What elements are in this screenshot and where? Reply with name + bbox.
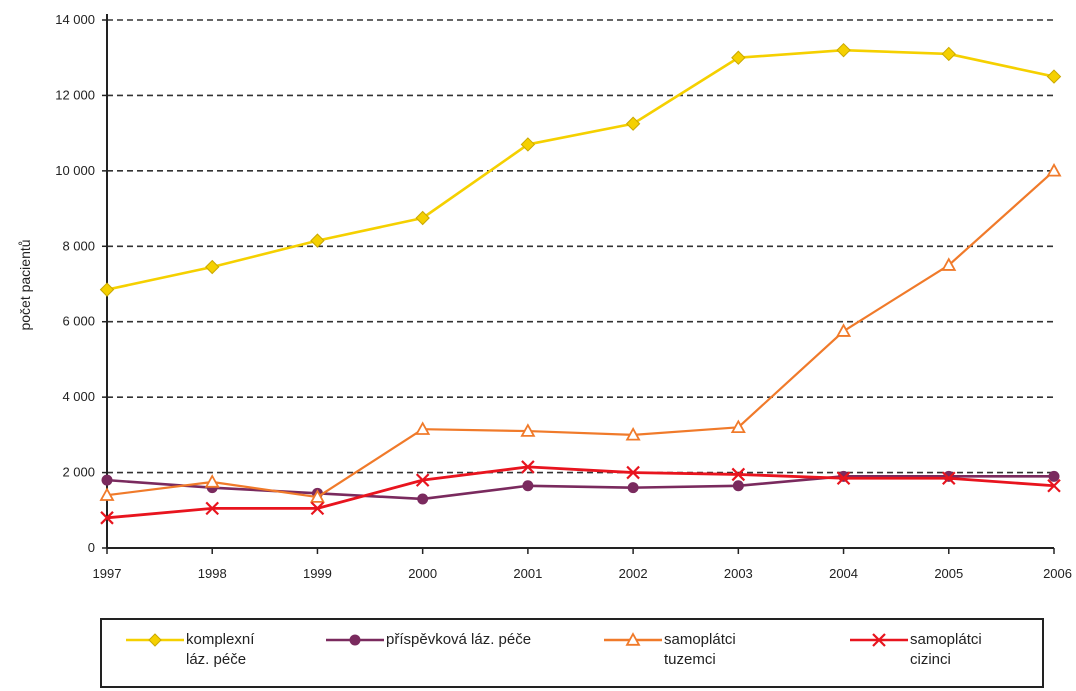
legend-label-prispevkova: příspěvková láz. péče	[386, 631, 532, 648]
data-point	[148, 633, 162, 647]
data-point	[836, 42, 851, 58]
legend-item-samoplatci-cizinci: samoplátci cizinci	[848, 630, 982, 670]
y-tick-labels: 0 2 000 4 000 6 000 8 000 10 000 12 000 14 000	[55, 12, 95, 555]
data-point	[349, 634, 361, 646]
data-point	[1047, 478, 1061, 493]
y-tick-label: 6 000	[62, 314, 95, 329]
data-point	[731, 467, 746, 482]
y-tick-label: 2 000	[62, 465, 95, 480]
series-group	[99, 42, 1062, 525]
data-point	[872, 633, 886, 647]
series-line	[106, 465, 1055, 520]
data-point	[100, 511, 114, 525]
data-point	[205, 259, 220, 275]
data-point	[309, 489, 325, 503]
data-point	[941, 471, 956, 486]
y-tick-label: 14 000	[55, 12, 95, 27]
series-0	[99, 42, 1062, 297]
data-point	[941, 257, 957, 271]
data-point	[520, 423, 536, 437]
x-tick-label: 2000	[408, 566, 437, 581]
data-point	[99, 487, 115, 501]
x-tick-label: 2001	[513, 566, 542, 581]
data-point	[101, 474, 113, 486]
data-point	[627, 482, 639, 494]
data-point	[625, 427, 641, 441]
data-point	[522, 480, 534, 492]
data-point	[732, 480, 744, 492]
data-point	[731, 50, 746, 65]
x-tick-label: 2002	[619, 566, 648, 581]
legend-swatch-komplexni	[126, 633, 184, 647]
data-point	[417, 493, 429, 505]
y-tick-label: 0	[88, 540, 95, 555]
data-point	[625, 116, 641, 131]
series-3	[100, 460, 1061, 525]
data-point	[205, 501, 220, 516]
legend: komplexní láz. péče příspěvková láz. péč…	[100, 618, 1044, 688]
x-tick-label: 2006	[1043, 566, 1072, 581]
data-point	[626, 465, 640, 480]
legend-item-samoplatci-tuzemci: samoplátci tuzemci	[602, 630, 736, 670]
legend-label-komplexni: komplexní láz. péče	[186, 631, 255, 668]
legend-swatch-prispevkova	[326, 634, 384, 646]
data-point	[99, 282, 115, 297]
data-point	[836, 471, 851, 486]
data-point	[415, 473, 430, 487]
series-line	[106, 48, 1055, 291]
x-tick-label: 1998	[198, 566, 227, 581]
legend-label-samoplatci-cizinci: samoplátci cizinci	[910, 631, 982, 668]
data-point	[415, 210, 430, 226]
y-tick-label: 4 000	[62, 389, 95, 404]
data-point	[1046, 163, 1062, 177]
data-point	[730, 419, 746, 434]
legend-swatch-samoplatci-tuzemci	[604, 632, 662, 646]
x-tick-labels: 1997 1998 1999 2000 2001 2002 2003 2004 2005 2006	[93, 566, 1072, 581]
axes	[102, 14, 1055, 554]
data-point	[310, 501, 325, 516]
data-point	[415, 421, 431, 435]
data-point	[1048, 470, 1060, 482]
y-axis-label: počet pacientů	[17, 239, 33, 330]
data-point	[204, 474, 220, 488]
x-tick-label: 2004	[829, 566, 858, 581]
y-tick-label: 10 000	[55, 163, 95, 178]
data-point	[838, 470, 850, 482]
x-tick-label: 2003	[724, 566, 753, 581]
data-point	[1046, 69, 1062, 84]
x-tick-label: 1999	[303, 566, 332, 581]
data-point	[625, 632, 641, 646]
gridlines	[107, 19, 1054, 474]
data-point	[836, 323, 852, 337]
y-tick-label: 12 000	[55, 87, 95, 102]
x-tick-label: 1997	[93, 566, 122, 581]
legend-item-prispevkova: příspěvková láz. péče	[324, 630, 531, 652]
data-point	[521, 460, 535, 474]
data-point	[520, 137, 536, 152]
data-point	[941, 46, 956, 62]
data-point	[310, 233, 325, 248]
legend-item-komplexni: komplexní láz. péče	[124, 630, 254, 670]
x-tick-label: 2005	[934, 566, 963, 581]
data-point	[943, 470, 955, 482]
legend-swatch-samoplatci-cizinci	[850, 633, 908, 647]
y-tick-label: 8 000	[62, 238, 95, 253]
series-2	[99, 163, 1062, 503]
series-line	[106, 170, 1055, 499]
legend-label-samoplatci-tuzemci: samoplátci tuzemci	[664, 631, 736, 668]
